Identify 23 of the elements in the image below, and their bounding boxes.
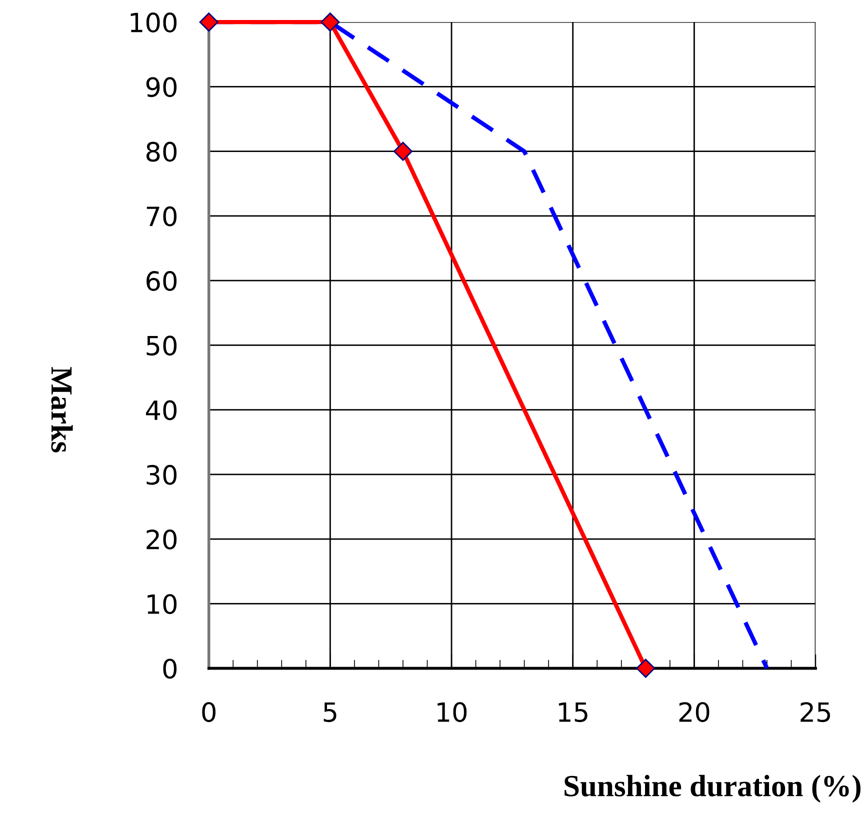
x-tick-label: 25 [800, 702, 830, 722]
y-axis-title: Marks [51, 367, 73, 452]
y-tick-label: 100 [130, 12, 177, 32]
point [636, 658, 656, 678]
y-tick-label: 60 [146, 271, 177, 291]
point [320, 12, 340, 32]
y-tick-label: 30 [146, 464, 177, 485]
y-tick-label: 90 [146, 77, 177, 98]
x-tick-label: 20 [679, 702, 710, 722]
x-tick-label: 0 [202, 702, 216, 722]
y-tick-label: 10 [148, 594, 177, 614]
y-tick-label: 80 [146, 142, 177, 162]
x-tick-label: 10 [438, 702, 467, 722]
x-tick-label: 5 [324, 702, 336, 722]
y-tick-label: 20 [146, 530, 177, 550]
x-axis-title: Sunshine duration (%) [564, 774, 860, 803]
point [199, 12, 218, 32]
y-tick-label: 70 [146, 206, 177, 226]
y-tick-label: 40 [146, 400, 177, 420]
point [393, 142, 413, 161]
y-tick-label: 0 [163, 658, 177, 679]
y-tick-label: 50 [146, 336, 177, 356]
x-tick-label: 15 [558, 702, 588, 722]
